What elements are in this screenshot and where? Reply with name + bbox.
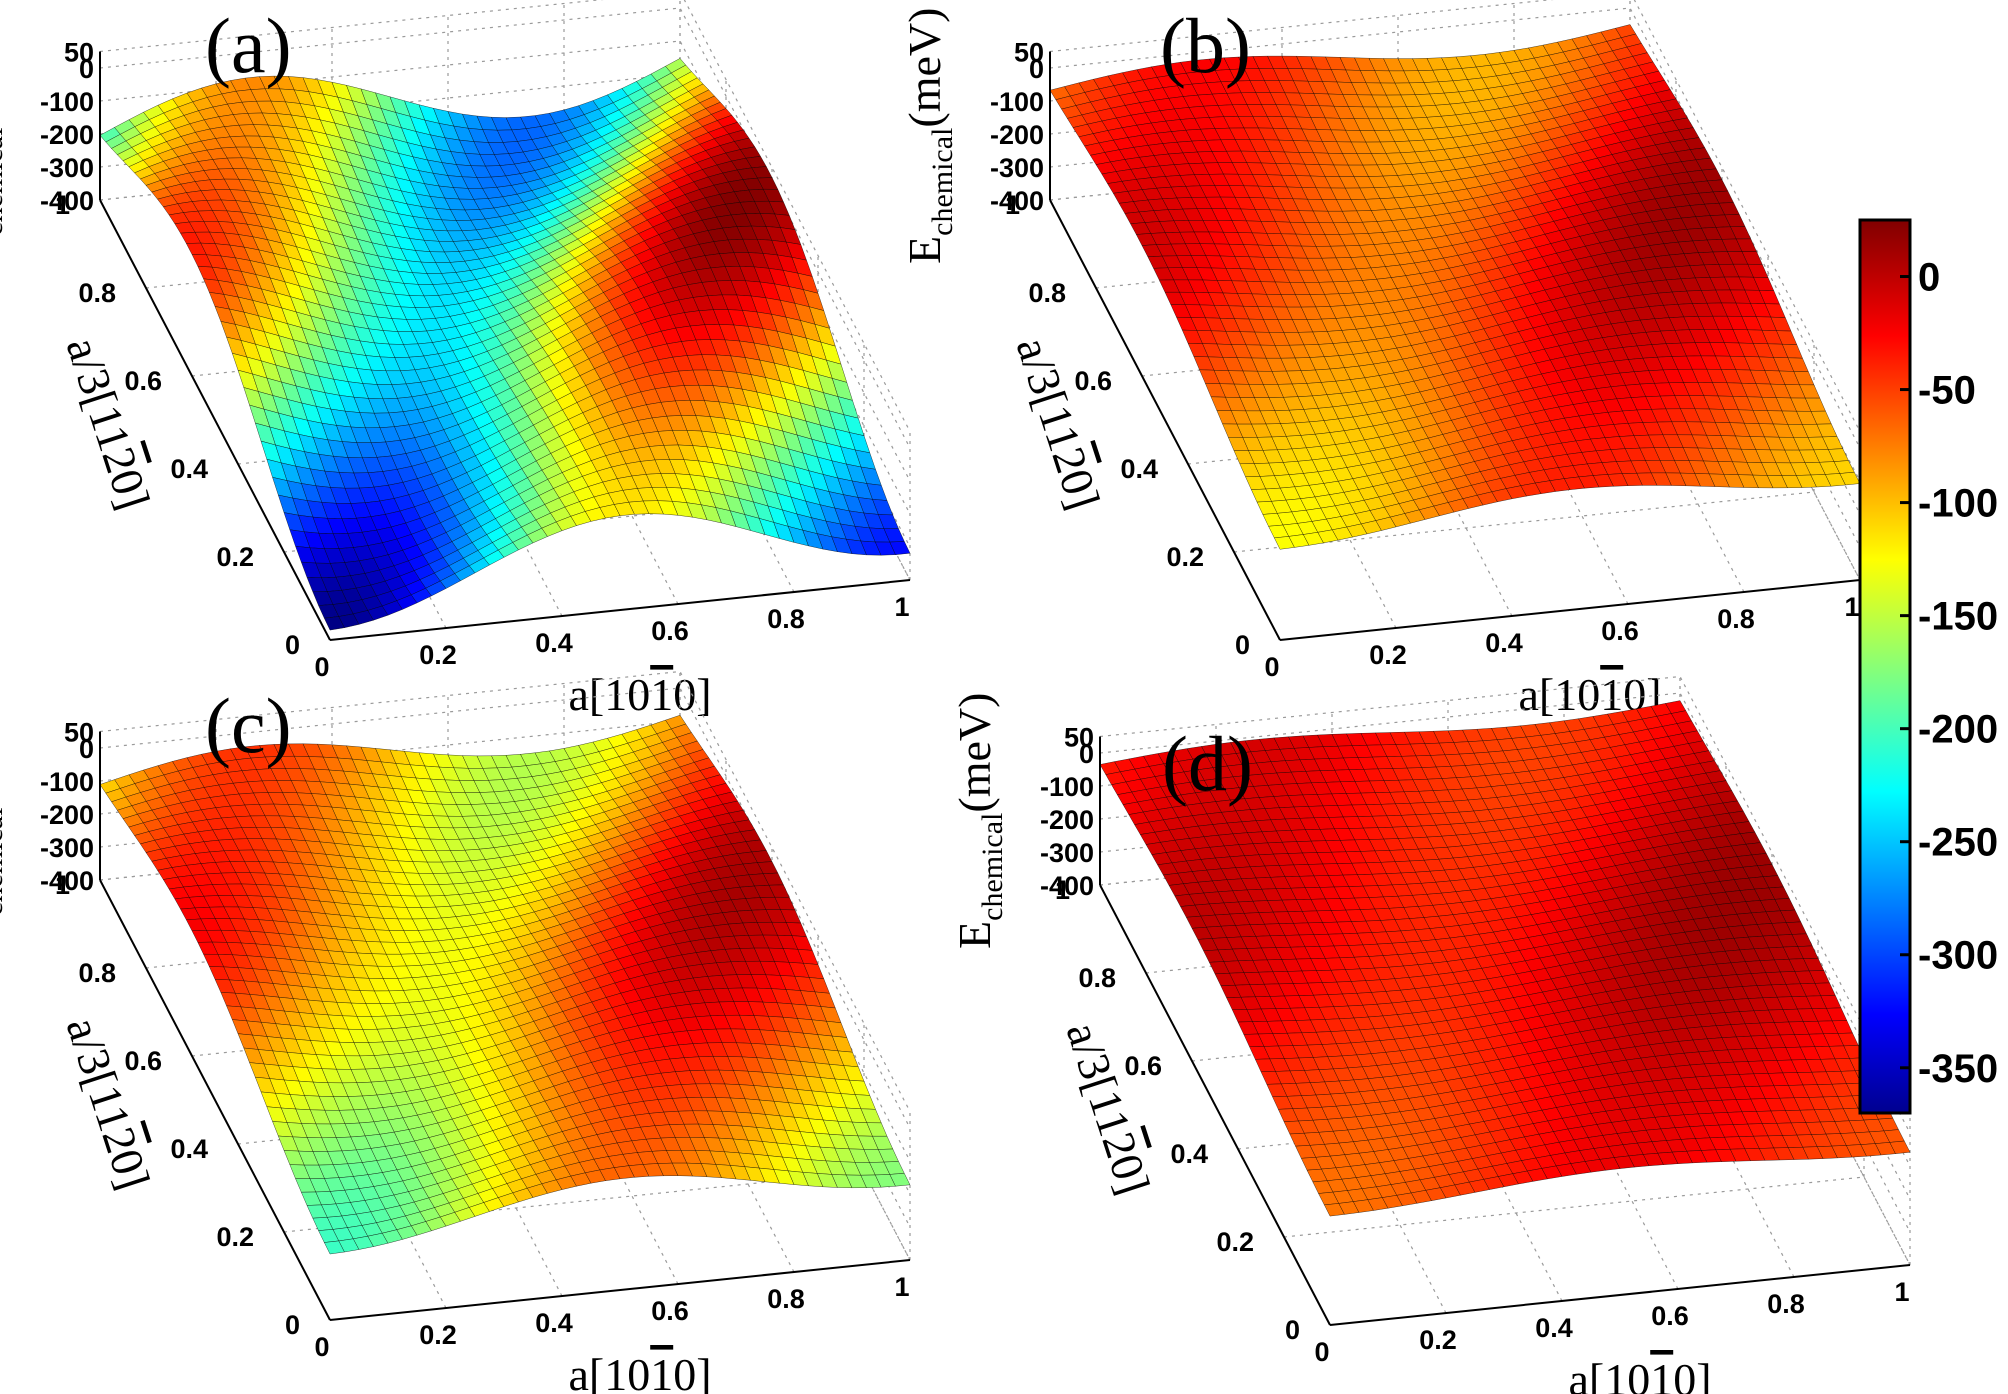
y-axis-label: a/3[1120] [1007, 331, 1110, 515]
x-tick-label: 0.2 [1369, 640, 1407, 670]
y-tick-label: 0.6 [124, 366, 162, 396]
z-tick-label: -100 [990, 87, 1044, 117]
z-tick-label: 0 [79, 734, 94, 764]
y-tick-label: 0 [1235, 630, 1250, 660]
x-tick-label: 1 [1844, 592, 1859, 622]
y-tick-label: 0.8 [78, 278, 116, 308]
x-tick-label: 0.8 [767, 1284, 805, 1314]
x-tick-label: 0.4 [535, 1308, 573, 1338]
z-tick-label: -100 [40, 767, 94, 797]
x-axis-label: a[1010] [568, 1349, 711, 1394]
surface [1049, 24, 1861, 550]
x-tick-label: 0.8 [1717, 604, 1755, 634]
y-axis-label: a/3[1120] [57, 331, 160, 515]
y-tick-label: 0 [285, 630, 300, 660]
z-tick-label: 0 [1029, 54, 1044, 84]
panel-d: 0 0.2 0.4 0.6 0.8 100.20.40.60.81500-100-200-… [949, 675, 1911, 1394]
x-axis-line [1279, 579, 1861, 641]
y-tick-label: 0.2 [216, 542, 254, 572]
y-axis-label: a/3[1120] [57, 1011, 160, 1195]
z-axis-label: Echemical(meV) [0, 688, 9, 944]
x-tick-label: 1 [894, 1272, 909, 1302]
z-tick-label: -200 [990, 120, 1044, 150]
panel-label: (c) [205, 682, 292, 769]
y-tick-label: 0.4 [170, 1134, 208, 1164]
z-axis-label: Echemical(meV) [0, 8, 9, 264]
y-tick-label: 0.8 [1028, 278, 1066, 308]
z-tick-label: -300 [40, 833, 94, 863]
y-tick-label: 0.6 [1074, 366, 1112, 396]
x-tick-label: 0.8 [767, 604, 805, 634]
panel-b: 0 0.2 0.4 0.6 0.8 100.20.40.60.81500-100-200-… [899, 0, 1861, 720]
x-tick-label: 0.2 [419, 1320, 457, 1350]
z-tick-label: -400 [40, 186, 94, 216]
y-tick-label: 0.8 [78, 958, 116, 988]
y-tick-label: 0.2 [1166, 542, 1204, 572]
x-tick-label: 0 [314, 652, 329, 682]
panel-label: (a) [205, 2, 292, 89]
z-tick-label: -300 [990, 153, 1044, 183]
x-tick-label: 0 [314, 1332, 329, 1362]
y-tick-label: 0.4 [170, 454, 208, 484]
z-tick-label: -200 [40, 120, 94, 150]
x-tick-label: 0.6 [651, 1296, 689, 1326]
z-tick-label: 0 [79, 54, 94, 84]
z-tick-label: -300 [40, 153, 94, 183]
y-tick-label: 0 [285, 1310, 300, 1340]
z-tick-label: -400 [40, 866, 94, 896]
panel-c: 0 0.2 0.4 0.6 0.8 100.20.40.60.81500-100-200-… [0, 670, 911, 1394]
x-tick-label: 0.6 [651, 616, 689, 646]
z-grid-line [99, 7, 911, 449]
x-tick-label: 0.4 [535, 628, 573, 658]
z-grid-line [99, 0, 911, 432]
panel-a: 0 0.2 0.4 0.6 0.8 100.20.40.60.81500-100-200-… [0, 0, 911, 720]
x-tick-label: 0.4 [1485, 628, 1523, 658]
y-tick-label: 0.6 [124, 1046, 162, 1076]
x-axis-line [329, 1259, 911, 1321]
x-tick-label: 0.2 [419, 640, 457, 670]
y-tick-label: 0.4 [1120, 454, 1158, 484]
z-tick-label: -400 [990, 186, 1044, 216]
x-tick-label: 0.6 [1601, 616, 1639, 646]
x-axis-label: a[1010] [568, 669, 711, 720]
surface [99, 714, 911, 1255]
panel-label: (b) [1160, 2, 1251, 89]
z-tick-label: -100 [40, 87, 94, 117]
x-tick-label: 0 [1264, 652, 1279, 682]
x-tick-label: 1 [894, 592, 909, 622]
surface [99, 58, 911, 631]
z-tick-label: -200 [40, 800, 94, 830]
z-axis-label: Echemical(meV) [899, 8, 959, 264]
y-tick-label: 0.2 [216, 1222, 254, 1252]
